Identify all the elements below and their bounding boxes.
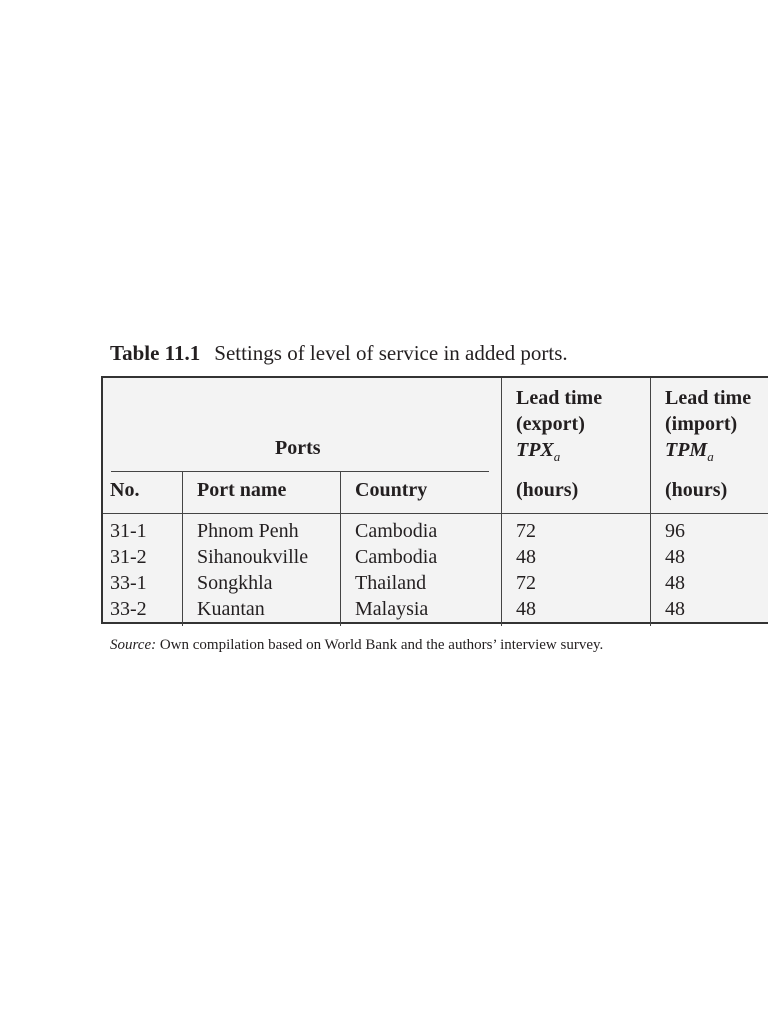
source-text: Own compilation based on World Bank and … (159, 637, 604, 653)
cell-country: Malaysia (355, 598, 429, 620)
header-country: Country (355, 479, 428, 501)
export-line2: (export) (516, 413, 585, 435)
cell-no: 33-1 (110, 572, 147, 594)
col-divider-1 (182, 472, 183, 626)
col-divider-4 (650, 378, 651, 626)
table-number: Table 11.1 (110, 341, 201, 365)
cell-country: Thailand (355, 572, 427, 594)
source-label: Source: (110, 637, 157, 653)
table-caption: Table 11.1 Settings of level of service i… (110, 341, 568, 366)
col-divider-3 (501, 378, 502, 626)
export-unit: (hours) (516, 479, 579, 501)
cell-country: Cambodia (355, 546, 438, 568)
cell-import: 48 (665, 572, 685, 594)
header-no: No. (110, 479, 140, 501)
cell-import: 48 (665, 546, 685, 568)
cell-no: 31-2 (110, 546, 147, 568)
cell-port: Kuantan (197, 598, 265, 620)
cell-export: 48 (516, 598, 536, 620)
cell-import: 96 (665, 520, 685, 542)
import-line2: (import) (665, 413, 738, 435)
cell-no: 31-1 (110, 520, 147, 542)
cell-port: Sihanoukville (197, 546, 309, 568)
cell-export: 72 (516, 520, 536, 542)
col-divider-2 (340, 472, 341, 626)
cell-export: 72 (516, 572, 536, 594)
data-table (101, 376, 768, 626)
header-export: Lead time (export) TPXa (516, 385, 602, 470)
source-note: Source: Own compilation based on World B… (110, 637, 603, 654)
header-divider (103, 513, 768, 514)
cell-port: Phnom Penh (197, 520, 299, 542)
cell-port: Songkhla (197, 572, 273, 594)
cell-import: 48 (665, 598, 685, 620)
header-port-name: Port name (197, 479, 287, 501)
export-line1: Lead time (516, 387, 603, 409)
cell-country: Cambodia (355, 520, 438, 542)
import-unit: (hours) (665, 479, 728, 501)
table-title: Settings of level of service in added po… (214, 341, 568, 365)
cell-export: 48 (516, 546, 536, 568)
import-line1: Lead time (665, 387, 752, 409)
header-import: Lead time (import) TPMa (665, 385, 751, 470)
import-symbol: TPMa (665, 439, 714, 464)
ports-group-header: Ports (275, 437, 321, 459)
ports-divider (111, 471, 489, 472)
export-symbol: TPXa (516, 439, 561, 464)
cell-no: 33-2 (110, 598, 147, 620)
